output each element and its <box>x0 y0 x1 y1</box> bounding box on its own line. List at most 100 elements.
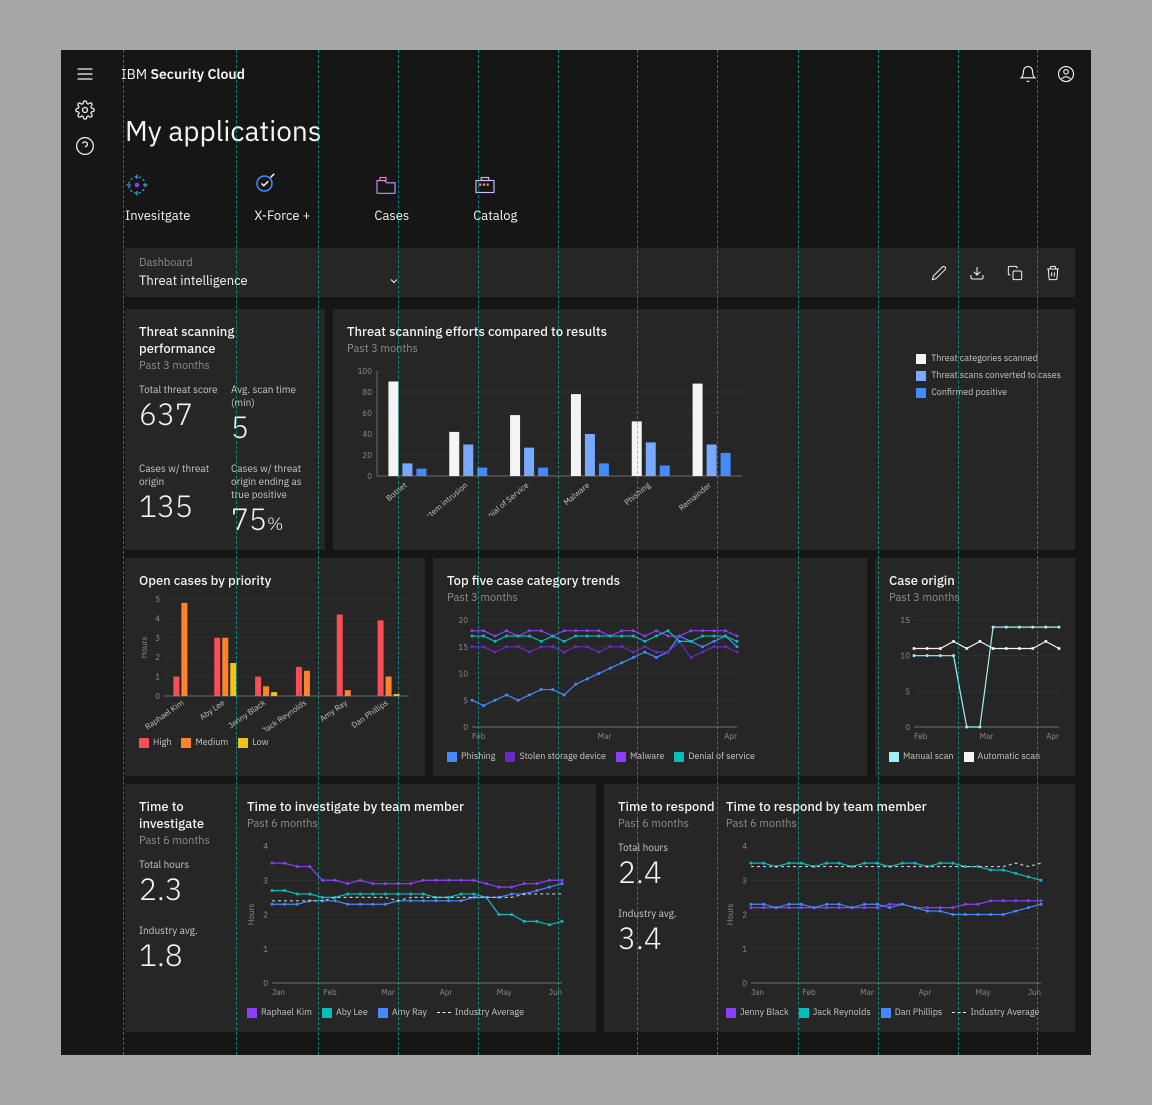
row-2: Open cases by priority 012345HoursRaphae… <box>125 558 1075 776</box>
legend-item: Low <box>238 737 268 748</box>
settings-icon[interactable] <box>75 100 95 120</box>
app-tile-catalog[interactable]: Catalog <box>473 173 517 224</box>
category-trends-title: Top five case category trends <box>447 572 853 589</box>
svg-text:100: 100 <box>358 367 373 377</box>
svg-text:Jun: Jun <box>1028 988 1041 998</box>
svg-text:May: May <box>976 988 991 998</box>
svg-text:Amy Ray: Amy Ray <box>318 698 349 724</box>
svg-text:Raphael Kim: Raphael Kim <box>143 698 186 731</box>
app-tile-label: Cases <box>374 207 409 224</box>
svg-text:Apr: Apr <box>919 988 932 998</box>
app-tile-xforce[interactable]: X-Force + <box>254 173 310 224</box>
page-title: My applications <box>125 112 1075 149</box>
svg-text:Mar: Mar <box>598 732 612 742</box>
bar-compare-card: Threat scanning efforts compared to resu… <box>333 309 1075 550</box>
svg-text:10: 10 <box>900 652 910 662</box>
app-tile-label: Catalog <box>473 207 517 224</box>
dashboard-selector: Dashboard Threat intelligence <box>125 248 1075 297</box>
svg-text:2: 2 <box>155 653 160 663</box>
time-investigate-legend: Raphael KimAby LeeAmy RayIndustry Averag… <box>247 1007 582 1018</box>
xforce-icon <box>254 173 278 197</box>
legend-item: High <box>139 737 171 748</box>
svg-text:1: 1 <box>263 945 268 955</box>
download-icon[interactable] <box>969 265 985 281</box>
svg-text:4: 4 <box>155 614 160 624</box>
kpi-item: Cases w/ threat origin135 <box>139 462 219 536</box>
user-icon[interactable] <box>1057 65 1075 83</box>
delete-icon[interactable] <box>1045 265 1061 281</box>
app-frame: IBM Security Cloud My applications Inves… <box>61 50 1091 1055</box>
category-trends-card: Top five case category trends Past 3 mon… <box>433 558 867 776</box>
time-investigate-chart: 01234HoursJanFebMarAprMayJun <box>247 841 567 1001</box>
brand: IBM Security Cloud <box>121 65 245 83</box>
legend-item: Stolen storage device <box>505 751 606 762</box>
time-respond-chart-wrap: Time to respond by team member Past 6 mo… <box>726 798 1061 1018</box>
legend-item: Raphael Kim <box>247 1007 312 1018</box>
legend-item: Threat categories scanned <box>916 353 1061 364</box>
svg-text:40: 40 <box>362 430 372 440</box>
app-tiles: Invesitgate X-Force + Cases Catalog <box>125 173 1075 224</box>
time-respond-chart: 01234HoursJanFebMarAprMayJun <box>726 841 1046 1001</box>
case-origin-title: Case origin <box>889 572 1061 589</box>
svg-text:1: 1 <box>742 945 747 955</box>
svg-text:Apr: Apr <box>1046 732 1059 742</box>
kpi-value: 75% <box>231 503 311 536</box>
svg-text:15: 15 <box>458 643 468 653</box>
svg-text:0: 0 <box>905 723 910 733</box>
help-icon[interactable] <box>75 136 95 156</box>
svg-text:Feb: Feb <box>472 732 486 742</box>
svg-text:5: 5 <box>463 696 468 706</box>
svg-text:Jan: Jan <box>272 988 285 998</box>
edit-icon[interactable] <box>931 265 947 281</box>
svg-text:May: May <box>497 988 512 998</box>
svg-text:5: 5 <box>155 595 160 605</box>
ti-title: Time to investigate <box>139 798 239 832</box>
legend-item: Phishing <box>447 751 495 762</box>
open-cases-chart: 012345HoursRaphael KimAby LeeJenny Black… <box>139 591 414 731</box>
svg-text:0: 0 <box>463 723 468 733</box>
dashboard-actions <box>931 265 1061 281</box>
legend-item: Amy Ray <box>378 1007 427 1018</box>
svg-text:60: 60 <box>362 409 372 419</box>
svg-text:Mar: Mar <box>860 988 874 998</box>
case-origin-chart: 051015FebMarApr <box>889 615 1064 745</box>
svg-text:3: 3 <box>263 876 268 886</box>
svg-text:80: 80 <box>362 388 372 398</box>
legend-item: Medium <box>181 737 228 748</box>
investigate-icon <box>125 173 149 197</box>
svg-text:15: 15 <box>900 616 910 626</box>
svg-text:Aby Lee: Aby Lee <box>198 698 227 723</box>
app-tile-investigate[interactable]: Invesitgate <box>125 173 190 224</box>
svg-text:4: 4 <box>742 842 747 852</box>
svg-text:Malware: Malware <box>562 480 592 508</box>
open-cases-legend: High Medium Low <box>139 737 411 748</box>
legend-item: Industry Average <box>437 1007 524 1018</box>
copy-icon[interactable] <box>1007 265 1023 281</box>
app-tile-label: Invesitgate <box>125 207 190 224</box>
topbar-actions <box>1019 65 1075 83</box>
app-tile-cases[interactable]: Cases <box>374 173 409 224</box>
svg-text:Mar: Mar <box>381 988 395 998</box>
dashboard-dropdown[interactable]: Dashboard Threat intelligence <box>139 256 400 289</box>
tr-sub: Past 6 months <box>618 817 718 831</box>
time-respond-kpis: Time to respond Past 6 months Total hour… <box>618 798 718 1018</box>
time-investigate-kpis: Time to investigate Past 6 months Total … <box>139 798 239 1018</box>
svg-text:Dan Phillips: Dan Phillips <box>350 698 390 731</box>
legend-item: Jack Reynolds <box>799 1007 871 1018</box>
category-trends-legend: PhishingStolen storage deviceMalwareDeni… <box>447 751 853 762</box>
svg-text:4: 4 <box>263 842 268 852</box>
kpi-value: 637 <box>139 398 219 431</box>
bar-compare-title: Threat scanning efforts compared to resu… <box>347 323 896 340</box>
svg-text:Jun: Jun <box>549 988 562 998</box>
legend-item: Automatic scan <box>964 751 1041 762</box>
time-investigate-chart-wrap: Time to investigate by team member Past … <box>247 798 582 1018</box>
svg-text:Feb: Feb <box>323 988 337 998</box>
notifications-icon[interactable] <box>1019 65 1037 83</box>
menu-icon[interactable] <box>75 64 95 84</box>
time-respond-card: Time to respond Past 6 months Total hour… <box>604 784 1075 1032</box>
brand-prefix: IBM <box>121 65 147 83</box>
open-cases-card: Open cases by priority 012345HoursRaphae… <box>125 558 425 776</box>
kpi-value: 5 <box>231 411 311 444</box>
svg-text:5: 5 <box>905 687 910 697</box>
bar-compare-legend: Threat categories scannedThreat scans co… <box>916 353 1061 516</box>
